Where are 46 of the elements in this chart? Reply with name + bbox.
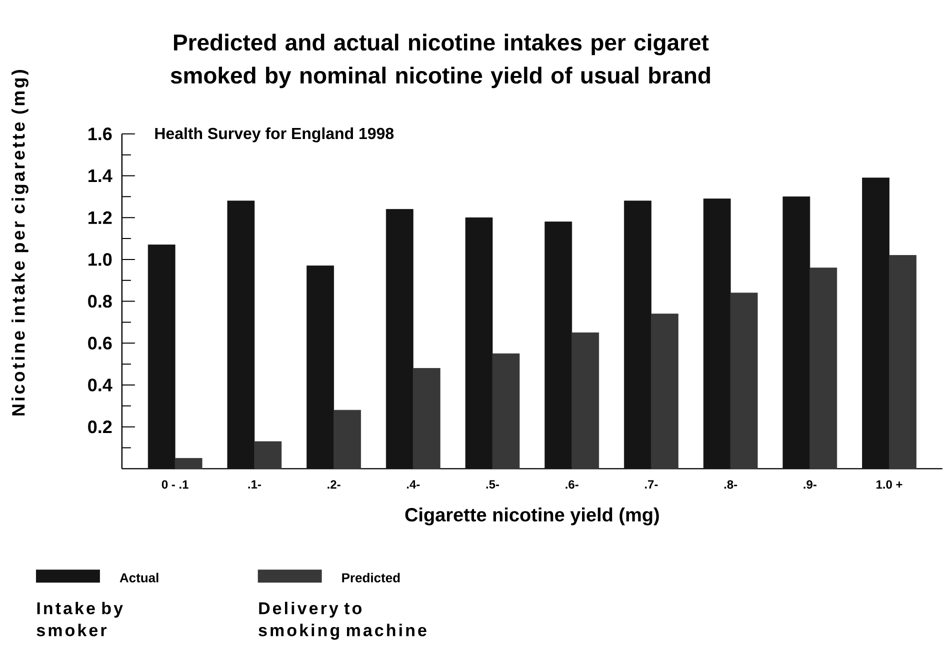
legend-label: Actual (120, 573, 158, 583)
bar (334, 410, 361, 470)
y-tick-label: 1.2 (88, 212, 112, 224)
y-tick-label: 0.8 (88, 295, 112, 308)
text: Intake by smoker (36, 602, 123, 636)
y-tick-label: 1.6 (88, 128, 112, 140)
bar (386, 209, 414, 470)
y-tick-label: 0.2 (88, 420, 112, 434)
y-tick-label: 1.0 (88, 253, 112, 266)
x-tick-label: .1- (248, 480, 261, 489)
bar (148, 244, 176, 470)
legend-label: Predicted (342, 573, 400, 583)
x-tick-label: .5- (486, 480, 500, 489)
text: Delivery to smoking machine (258, 602, 426, 640)
x-tick-label: .9- (804, 480, 816, 489)
x-tick-label: .6- (566, 480, 578, 489)
bar (227, 200, 255, 470)
x-tick-label: .4- (406, 480, 420, 489)
bar (624, 200, 652, 470)
bar (703, 198, 731, 470)
bar (412, 368, 440, 470)
x-axis-title: Cigarette nicotine yield (mg) (405, 508, 659, 526)
bar (465, 218, 493, 470)
bar (254, 441, 282, 470)
bar (862, 178, 890, 470)
x-tick-label: .8- (724, 480, 738, 489)
x-tick-label: 1.0 + (876, 480, 902, 489)
y-tick-label: 1.4 (88, 170, 112, 182)
bar (810, 268, 838, 470)
y-axis-title: Nicotine intake per cigarette (mg) (12, 70, 28, 416)
chart-title: Predicted and actual nicotine intakes per cigaret smoked by nominal nicotine yield of usual brand (170, 34, 710, 88)
bar (889, 255, 916, 470)
bar (544, 222, 572, 470)
y-tick-label: 0.6 (88, 336, 112, 350)
bar (174, 458, 202, 470)
x-tick-label: .2- (328, 480, 340, 489)
bar (572, 332, 600, 470)
bar (650, 314, 678, 470)
bar (730, 292, 758, 470)
bar (782, 196, 810, 470)
bar (492, 354, 520, 470)
x-tick-label: 0 - .1 (162, 480, 188, 489)
chart-subtitle: Health Survey for England 1998 (155, 128, 394, 143)
x-tick-label: .7- (645, 480, 658, 489)
y-tick-label: 0.4 (88, 378, 112, 392)
bar (306, 266, 334, 470)
